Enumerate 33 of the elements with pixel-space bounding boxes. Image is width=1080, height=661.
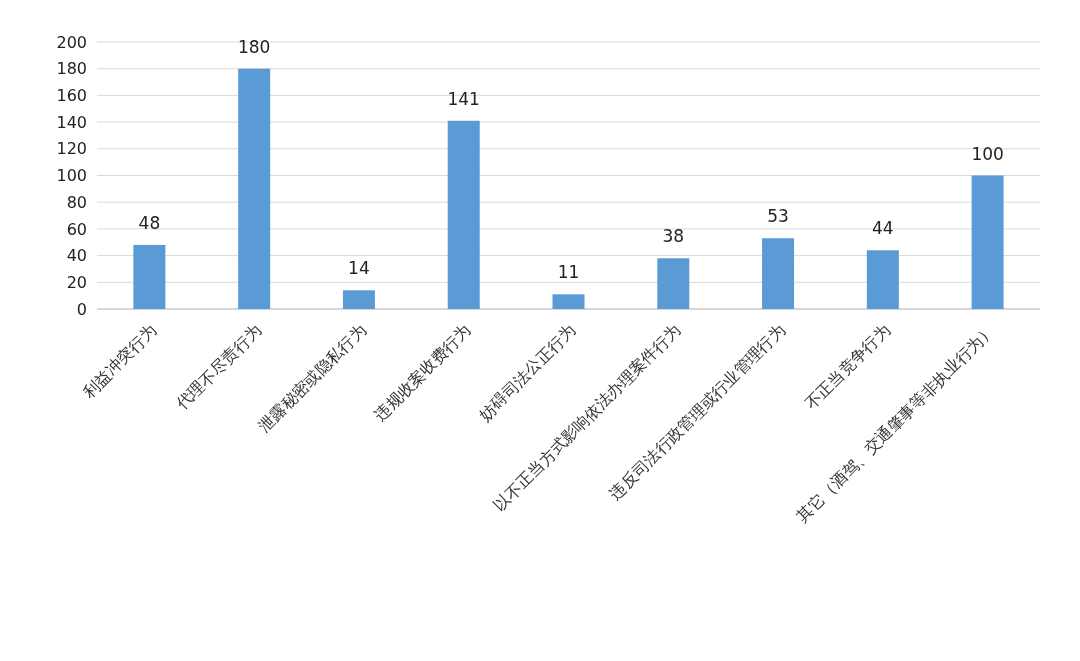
y-tick-label: 160: [56, 86, 87, 105]
bar: [971, 175, 1004, 309]
data-label: 180: [237, 36, 271, 57]
y-tick-label: 80: [66, 192, 87, 212]
x-tick-label: 违规收案收费行为: [370, 320, 475, 425]
data-label: 11: [557, 262, 580, 283]
x-tick-label: 利益冲突行为: [78, 320, 161, 402]
bar: [342, 290, 375, 309]
data-label: 141: [447, 88, 480, 109]
bar: [238, 68, 271, 309]
bar: [762, 238, 795, 309]
bar: [133, 244, 166, 309]
y-tick-label: 0: [76, 299, 87, 319]
y-tick-label: 120: [56, 139, 87, 159]
data-label: 100: [971, 143, 1004, 164]
data-label: 38: [662, 226, 685, 247]
bar: [657, 258, 690, 309]
y-tick-label: 60: [66, 219, 87, 239]
y-tick-label: 40: [66, 246, 87, 266]
data-label: 14: [348, 258, 370, 279]
x-tick-label: 不正当竞争行为: [801, 320, 894, 414]
y-tick-label: 20: [66, 272, 87, 292]
y-tick-label: 100: [56, 166, 87, 186]
bar: [552, 294, 585, 309]
y-tick-label: 200: [56, 32, 87, 52]
bar: [866, 250, 899, 309]
data-label: 53: [767, 206, 789, 227]
data-label: 48: [138, 212, 161, 233]
x-tick-label: 代理不尽责行为: [171, 320, 265, 414]
y-tick-label: 140: [56, 112, 87, 132]
data-label: 44: [872, 218, 894, 239]
bar: [447, 120, 480, 309]
y-tick-label: 180: [56, 59, 87, 79]
